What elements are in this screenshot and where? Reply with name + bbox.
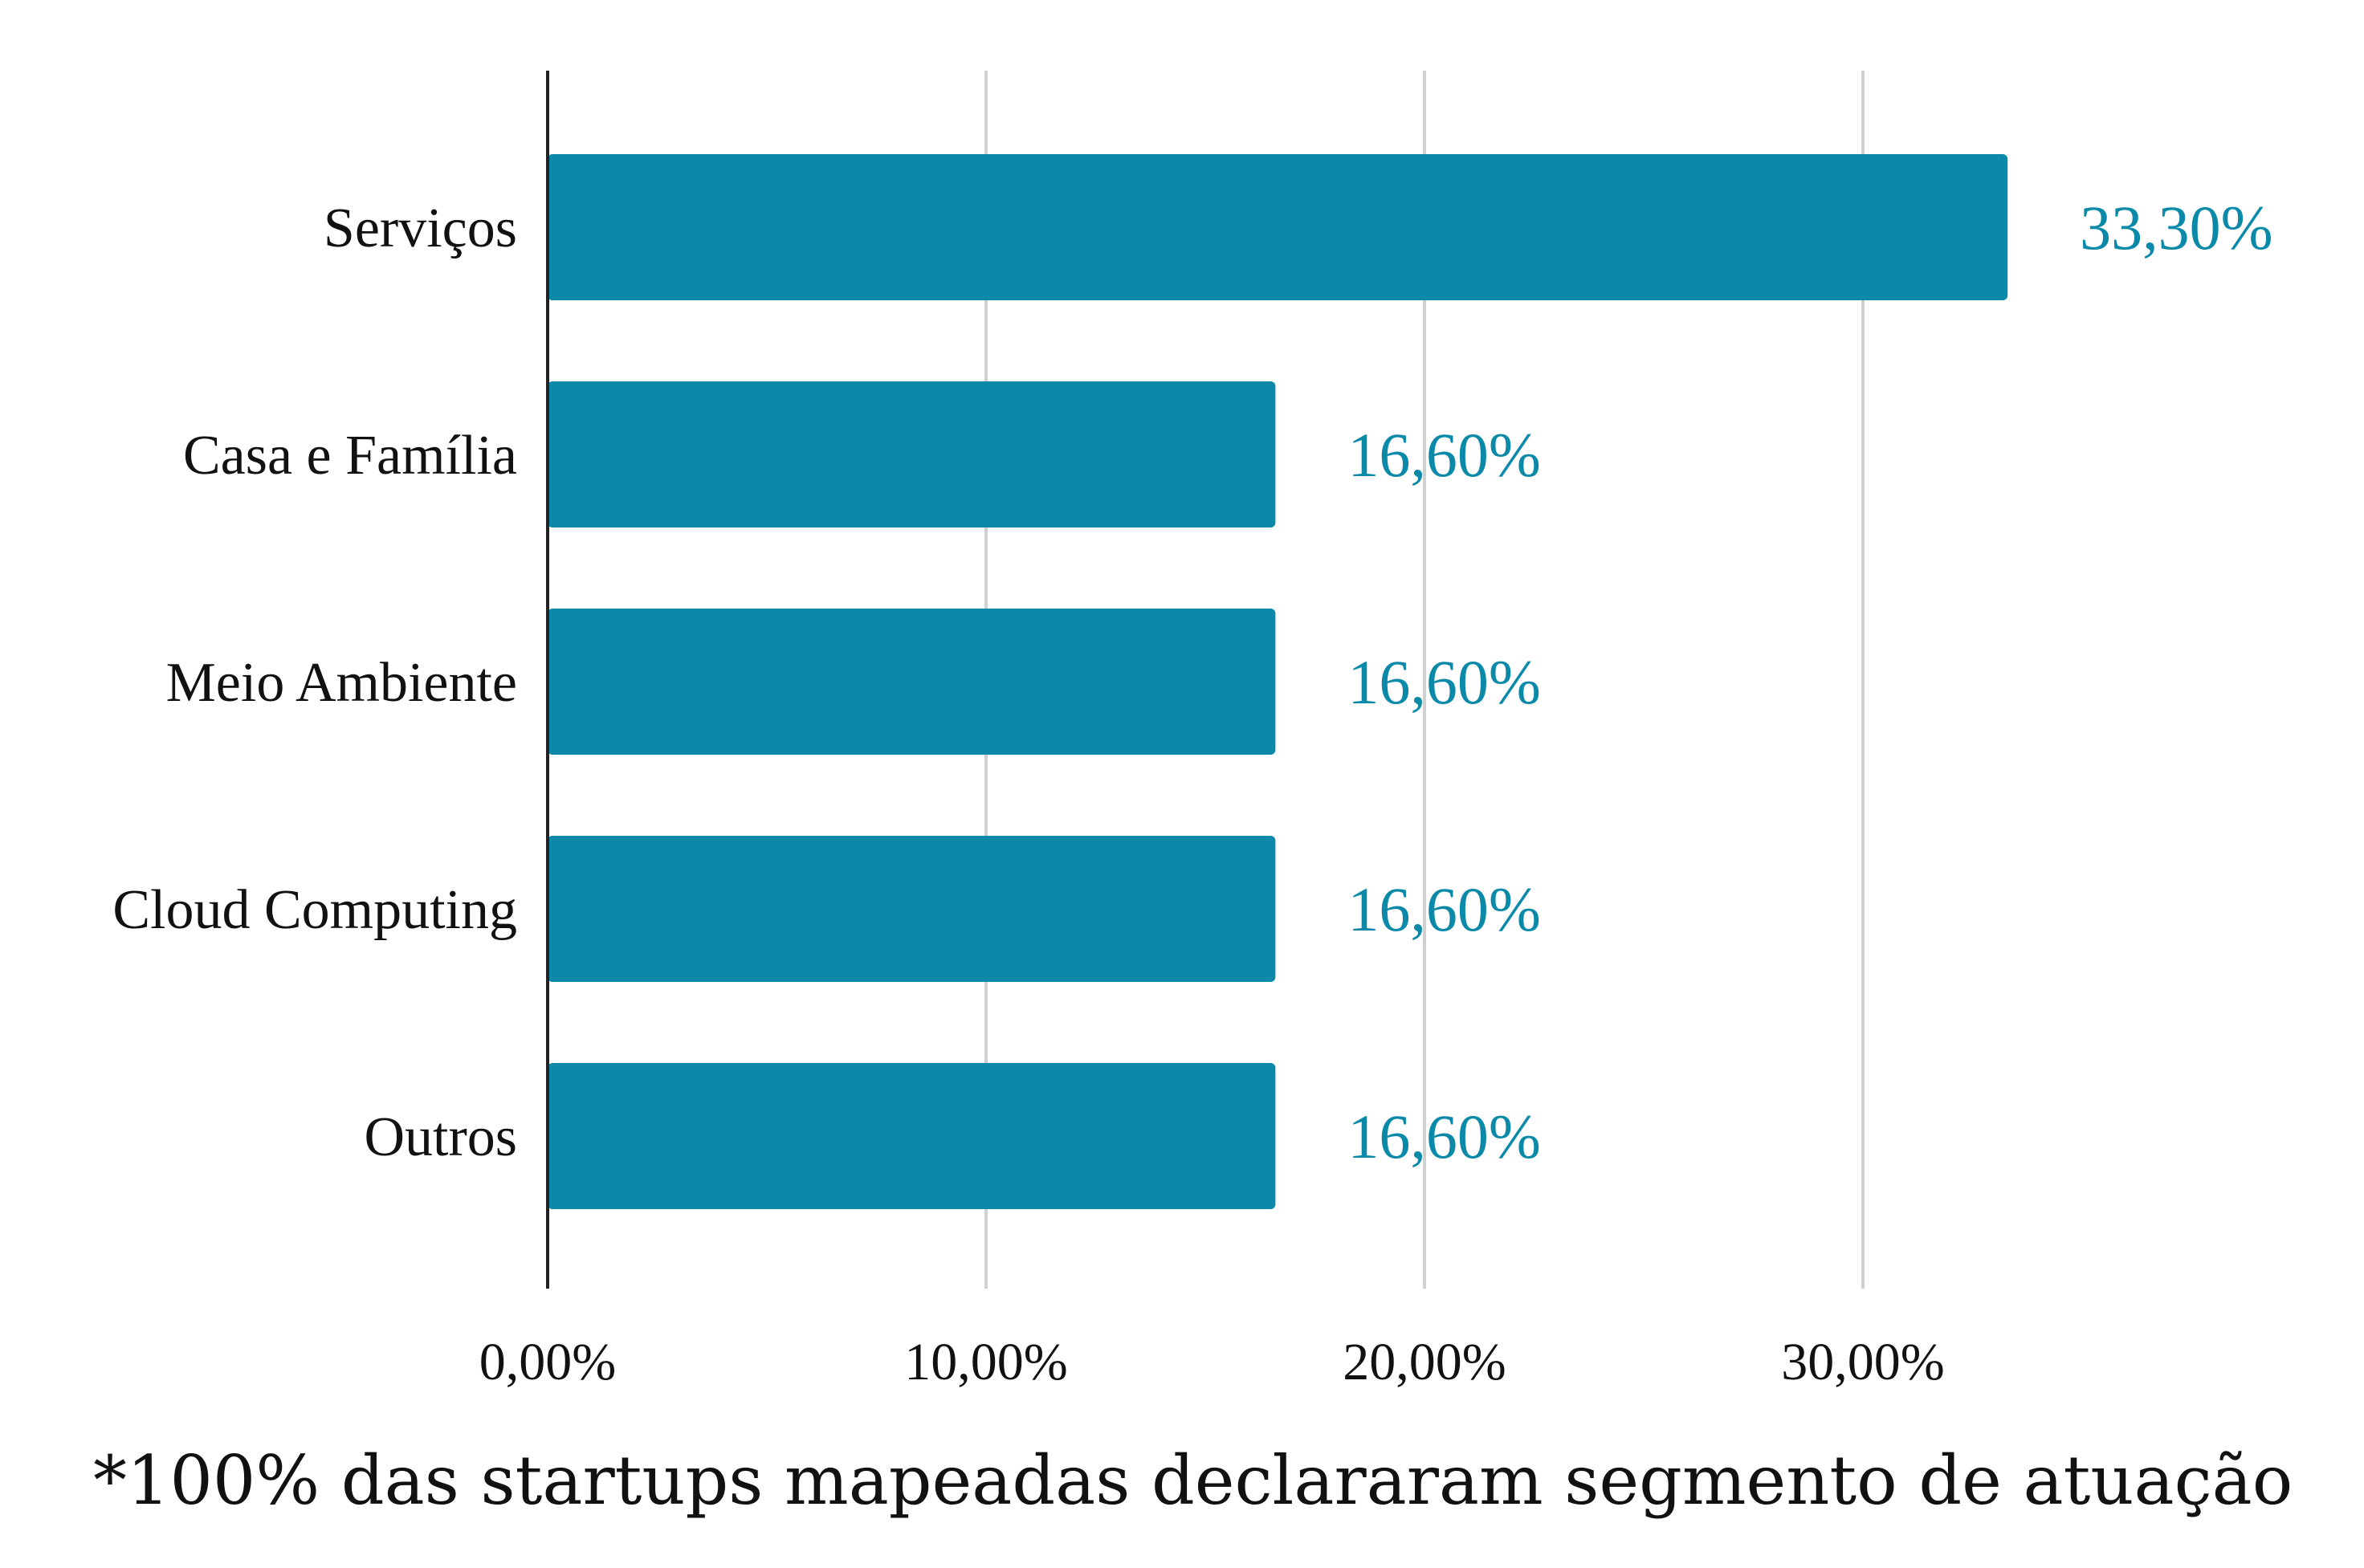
- data-label: 33,30%: [2080, 193, 2272, 263]
- bar-1: [548, 381, 1276, 527]
- data-label: 16,60%: [1347, 647, 1540, 717]
- bar-0: [548, 154, 2008, 300]
- data-label: 16,60%: [1347, 1102, 1540, 1171]
- category-label: Cloud Computing: [112, 879, 517, 941]
- x-tick-label: 0,00%: [479, 1333, 616, 1391]
- x-tick-label: 30,00%: [1781, 1333, 1944, 1391]
- category-label: Meio Ambiente: [166, 652, 517, 714]
- chart-labels: 0,00% 10,00% 20,00% 30,00% Serviços 33,30% Cas…: [112, 193, 2272, 1391]
- category-label: Outros: [364, 1106, 517, 1168]
- category-label: Casa e Família: [183, 425, 517, 487]
- bar-3: [548, 836, 1276, 982]
- bar-2: [548, 609, 1276, 755]
- x-tick-label: 20,00%: [1343, 1333, 1506, 1391]
- bars: [548, 154, 2008, 1209]
- x-tick-label: 10,00%: [904, 1333, 1067, 1391]
- data-label: 16,60%: [1347, 874, 1540, 944]
- category-label: Serviços: [324, 198, 517, 259]
- bar-4: [548, 1063, 1276, 1209]
- data-label: 16,60%: [1347, 420, 1540, 490]
- footnote: *100% das startups mapeadas declararam s…: [93, 1441, 2293, 1520]
